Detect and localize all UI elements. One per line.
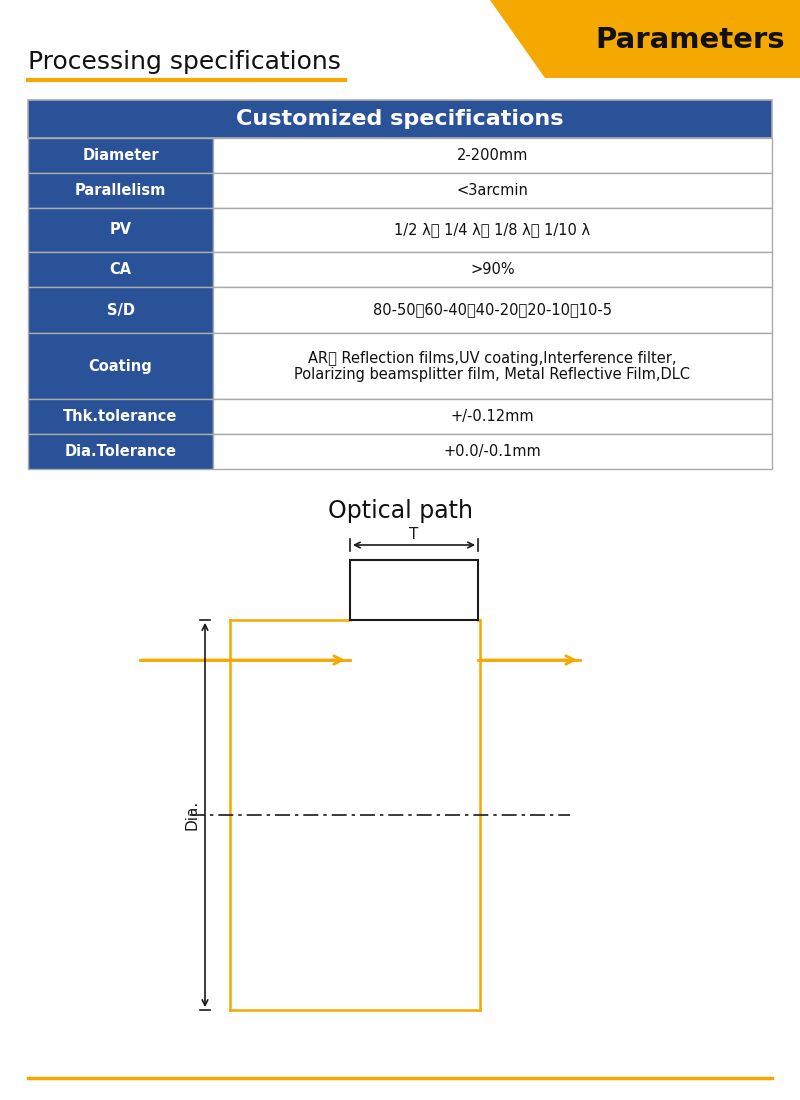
Bar (28, 252, 213, 287)
Bar (213, 287, 772, 333)
Text: 80-50、60-40、40-20、20-10、10-5: 80-50、60-40、40-20、20-10、10-5 (373, 302, 612, 318)
Text: Coating: Coating (89, 359, 152, 374)
Text: PV: PV (110, 222, 131, 238)
Text: AR、 Reflection films,UV coating,Interference filter,: AR、 Reflection films,UV coating,Interfer… (308, 352, 677, 366)
Text: Dia.Tolerance: Dia.Tolerance (65, 444, 177, 459)
Bar (28, 208, 213, 252)
Bar (350, 560, 478, 620)
Bar (28, 399, 213, 435)
Bar (213, 173, 772, 208)
Text: Customized specifications: Customized specifications (236, 109, 564, 129)
Polygon shape (490, 0, 800, 78)
Text: +/-0.12mm: +/-0.12mm (450, 409, 534, 424)
Text: +0.0/-0.1mm: +0.0/-0.1mm (444, 444, 542, 459)
Text: T: T (410, 527, 418, 542)
Bar (28, 100, 772, 138)
Bar (28, 138, 213, 173)
Bar (28, 173, 213, 208)
Text: <3arcmin: <3arcmin (457, 183, 529, 198)
Text: Thk.tolerance: Thk.tolerance (63, 409, 178, 424)
Bar (28, 434, 213, 469)
Bar (213, 138, 772, 173)
Text: Polarizing beamsplitter film, Metal Reflective Film,DLC: Polarizing beamsplitter film, Metal Refl… (294, 367, 690, 383)
Bar (213, 252, 772, 287)
Text: Processing specifications: Processing specifications (28, 50, 341, 74)
Text: >90%: >90% (470, 262, 515, 277)
Text: CA: CA (110, 262, 131, 277)
Text: S/D: S/D (106, 302, 134, 318)
Text: 2-200mm: 2-200mm (457, 148, 528, 163)
Bar (28, 287, 213, 333)
Bar (213, 434, 772, 469)
Text: Diameter: Diameter (82, 148, 159, 163)
Bar (213, 333, 772, 399)
Bar (213, 399, 772, 435)
Text: 1/2 λ、 1/4 λ、 1/8 λ、 1/10 λ: 1/2 λ、 1/4 λ、 1/8 λ、 1/10 λ (394, 222, 590, 238)
Text: Parallelism: Parallelism (75, 183, 166, 198)
Text: Dia.: Dia. (185, 800, 199, 830)
Bar (213, 208, 772, 252)
Bar (28, 333, 213, 399)
Text: Optical path: Optical path (327, 499, 473, 522)
Text: Parameters: Parameters (595, 26, 785, 54)
